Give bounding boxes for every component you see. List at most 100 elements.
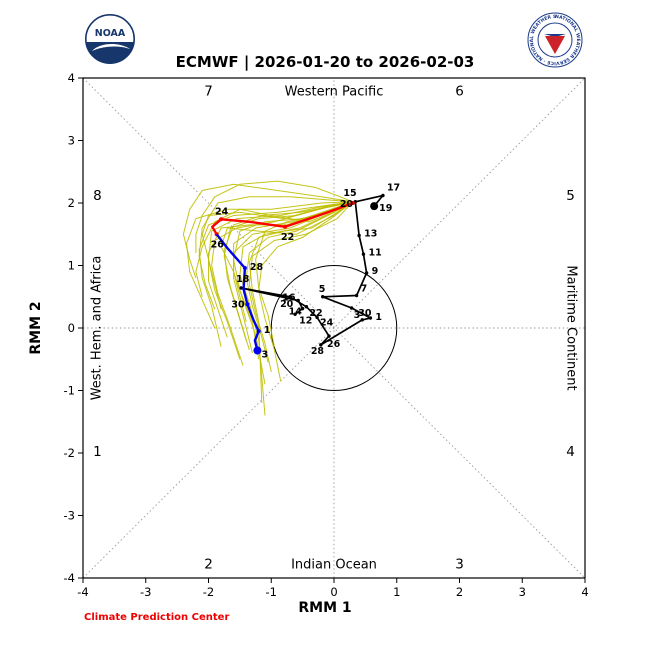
observed-trajectory-marker — [288, 295, 292, 299]
phase-number-8: 8 — [93, 188, 102, 204]
ensemble-member-line — [248, 201, 354, 372]
ensemble-member-line — [195, 180, 353, 253]
observed-trajectory-marker — [368, 316, 373, 320]
date-label: 17 — [387, 183, 400, 194]
observed-trajectory-marker — [293, 312, 297, 316]
ensemble-member-line — [223, 201, 353, 351]
forecast-week1-marker — [219, 217, 224, 222]
ensemble-member-line — [255, 201, 353, 347]
y-tick-label: 1 — [68, 259, 75, 273]
date-label: 22 — [309, 308, 322, 319]
date-label: 22 — [281, 232, 294, 243]
observed-trajectory-marker — [319, 343, 323, 347]
date-label: 11 — [368, 247, 381, 258]
date-label: 20 — [280, 299, 294, 310]
observed-trajectory-marker — [354, 293, 359, 298]
date-label: 3 — [354, 310, 361, 321]
date-label: 16 — [282, 293, 296, 304]
forecast-week2 — [215, 233, 262, 355]
observed-trajectory-end-dot — [370, 202, 379, 211]
date-label: 19 — [379, 203, 392, 214]
quadrant-labels: Western Pacific Indian Ocean West. Hem. an… — [90, 85, 579, 573]
nws-emblem-red — [545, 36, 565, 54]
x-tick-label: -4 — [77, 585, 88, 599]
date-label: 24 — [215, 206, 229, 217]
ensemble-member-line — [185, 201, 353, 329]
phase-numbers: 87 651 42 3 — [93, 84, 575, 573]
observed-trajectory-marker — [321, 295, 325, 299]
phase-number-5: 5 — [566, 188, 575, 204]
x-tick-label: -2 — [203, 585, 214, 599]
y-tick-label: 0 — [68, 321, 75, 335]
y-tick-label: 2 — [68, 196, 75, 210]
date-label: 12 — [299, 315, 312, 326]
quadrant-label-top: Western Pacific — [285, 85, 384, 100]
y-tick-label: -2 — [64, 446, 75, 460]
phase-number-7: 7 — [204, 84, 213, 100]
date-label: 26 — [327, 339, 341, 350]
date-label: 15 — [343, 188, 356, 199]
phase-number-6: 6 — [455, 84, 464, 100]
y-tick-label: 4 — [68, 71, 75, 85]
forecast-week1-line — [211, 201, 354, 235]
noaa-logo: NOAA — [84, 13, 136, 65]
date-label: 28 — [311, 346, 325, 357]
date-label: 9 — [372, 266, 379, 277]
ensemble-member-line — [198, 201, 353, 347]
date-label: 30 — [231, 299, 245, 310]
phase-number-1: 1 — [93, 444, 102, 460]
nws-emblem-blue — [544, 34, 566, 37]
observed-trajectory-marker — [360, 318, 364, 322]
seagull-icon — [92, 43, 130, 51]
date-label: 20 — [340, 199, 354, 210]
observed-trajectory-marker — [300, 306, 305, 311]
ensemble-member-line — [207, 201, 353, 360]
page-title: ECMWF | 2026-01-20 to 2026-02-03 — [175, 53, 475, 71]
quadrant-label-bottom: Indian Ocean — [291, 558, 377, 573]
observed-trajectory-marker — [361, 252, 366, 256]
observed-trajectory-marker — [364, 271, 369, 275]
phase-number-2: 2 — [204, 557, 213, 573]
date-label: 7 — [361, 284, 368, 295]
x-tick-label: -3 — [140, 585, 151, 599]
date-label: 28 — [250, 262, 264, 273]
date-label: 3 — [261, 350, 268, 361]
phase-guides — [82, 77, 586, 579]
observed-trajectory-marker — [327, 334, 331, 338]
observed-trajectory-marker — [296, 298, 300, 303]
ensemble-member-line — [258, 201, 354, 382]
forecast-week2-marker — [256, 329, 261, 334]
date-label: 24 — [320, 317, 334, 328]
observed-trajectory-marker — [381, 193, 385, 198]
forecast-week1-marker — [283, 224, 288, 229]
date-label: 5 — [319, 284, 326, 295]
date-label: 30 — [358, 308, 372, 319]
forecast-week1-marker — [350, 201, 355, 205]
credit-text: Climate Prediction Center — [84, 612, 230, 623]
x-tick-label: -1 — [266, 585, 277, 599]
date-label: 26 — [211, 239, 225, 250]
x-tick-label: 0 — [330, 585, 337, 599]
y-tick-label: 3 — [68, 134, 75, 148]
forecast-week2-end-dot — [253, 346, 262, 355]
observed-trajectory-marker — [304, 305, 309, 309]
x-tick-label: 2 — [456, 585, 463, 599]
quadrant-label-left: West. Hem. and Africa — [90, 256, 105, 401]
date-label: 1 — [375, 312, 382, 323]
date-label: 18 — [236, 274, 250, 285]
date-label: 13 — [364, 229, 377, 240]
date-label: 14 — [289, 307, 303, 318]
y-tick-label: -3 — [64, 509, 75, 523]
observed-trajectory — [239, 193, 385, 347]
date-label: 1 — [264, 325, 271, 336]
observed-trajectory-marker — [349, 306, 354, 310]
phase-number-3: 3 — [455, 557, 464, 573]
forecast-week2-marker — [242, 266, 247, 270]
y-axis-label: RMM 2 — [28, 301, 44, 355]
unit-amplitude-circle — [270, 265, 398, 391]
ensemble-member-line — [233, 201, 353, 385]
